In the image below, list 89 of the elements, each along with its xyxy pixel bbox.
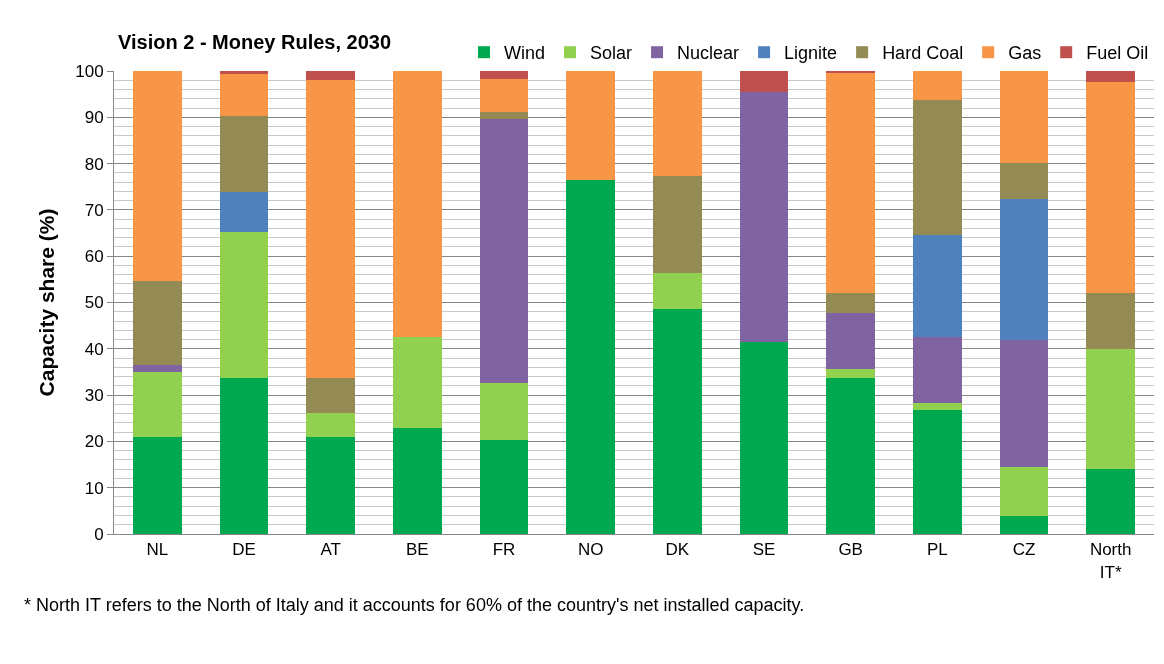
bar — [479, 119, 529, 384]
bar — [566, 180, 615, 534]
y-tick-label: 40 — [84, 339, 104, 359]
bar — [653, 71, 702, 177]
bar — [826, 72, 875, 294]
legend-label: Nuclear — [677, 43, 740, 64]
bar — [826, 293, 875, 314]
bar — [653, 308, 702, 534]
x-tick-label: PL — [926, 540, 948, 560]
x-tick-label: FR — [492, 540, 516, 560]
bar — [133, 436, 182, 534]
bar — [219, 73, 269, 116]
bar — [133, 280, 182, 366]
x-tick-label: NO — [577, 540, 604, 560]
bar — [393, 71, 442, 338]
y-tick-label: 10 — [84, 478, 104, 498]
bar — [393, 427, 442, 534]
bar — [999, 199, 1049, 341]
bar — [479, 440, 529, 534]
bar — [219, 71, 269, 74]
bar — [393, 337, 442, 428]
x-tick-label: GB — [838, 540, 863, 560]
bar — [219, 377, 269, 534]
legend-label: Lignite — [784, 43, 838, 64]
bar — [1086, 293, 1135, 350]
bar — [913, 402, 962, 411]
y-tick-label: 20 — [84, 432, 104, 452]
bar — [133, 371, 182, 437]
legend-label: Solar — [590, 43, 633, 64]
bar — [306, 437, 355, 534]
x-tick-label: SE — [752, 540, 776, 560]
legend-label: Fuel Oil — [1086, 43, 1149, 64]
bar — [999, 467, 1049, 516]
bar — [826, 313, 875, 369]
y-tick-label: 90 — [84, 108, 104, 128]
x-tick-label: CZ — [1012, 540, 1036, 560]
legend-label: Gas — [1008, 43, 1042, 64]
bar — [913, 410, 962, 534]
x-tick-label: DE — [232, 540, 256, 560]
bar — [306, 71, 355, 81]
bar — [826, 377, 875, 534]
bar — [653, 272, 702, 309]
x-tick-label: DK — [665, 540, 690, 560]
bar — [479, 112, 529, 120]
bar — [826, 368, 875, 378]
bar — [219, 191, 269, 232]
bar — [1086, 349, 1135, 470]
bar — [913, 337, 962, 403]
y-tick-label: 100 — [75, 61, 104, 81]
y-tick-label: 50 — [84, 293, 104, 313]
bar — [1086, 469, 1135, 534]
bar — [913, 234, 962, 338]
bar — [219, 115, 269, 192]
y-tick-label: 0 — [94, 524, 104, 544]
y-tick-label: 70 — [84, 200, 104, 220]
bar — [479, 383, 529, 441]
bar — [306, 377, 355, 413]
bar — [479, 71, 529, 79]
y-tick-label: 60 — [84, 247, 104, 267]
bar — [999, 71, 1049, 164]
x-tick-label: BE — [405, 540, 429, 560]
x-tick-label: NL — [146, 540, 169, 560]
bar — [999, 340, 1049, 468]
x-tick-label: North IT* — [1089, 540, 1132, 582]
bar — [306, 412, 355, 438]
bar — [566, 71, 615, 181]
bar — [999, 515, 1049, 534]
bar — [306, 80, 355, 378]
bar — [1086, 71, 1135, 83]
y-axis-title: Capacity share (%) — [35, 208, 59, 397]
bar — [653, 176, 702, 273]
y-tick-label: 80 — [84, 154, 104, 174]
bar — [739, 91, 789, 342]
bar — [479, 78, 529, 113]
bar — [999, 163, 1049, 200]
bar — [133, 365, 182, 372]
text: * North IT refers to the North of Italy and it accounts for 60% of the country's net installed capacity. — [24, 595, 805, 615]
bar — [133, 71, 182, 281]
legend-label: Wind — [504, 43, 546, 64]
bar — [913, 99, 962, 235]
chart-title: Vision 2 - Money Rules, 2030 — [118, 31, 392, 53]
x-tick-label: AT — [320, 540, 341, 560]
bar — [739, 71, 789, 92]
bar — [913, 71, 962, 100]
y-tick-label: 30 — [84, 386, 104, 406]
legend-label: Hard Coal — [882, 43, 964, 64]
bar — [1086, 82, 1135, 294]
bar — [219, 231, 269, 378]
bar — [739, 341, 789, 534]
